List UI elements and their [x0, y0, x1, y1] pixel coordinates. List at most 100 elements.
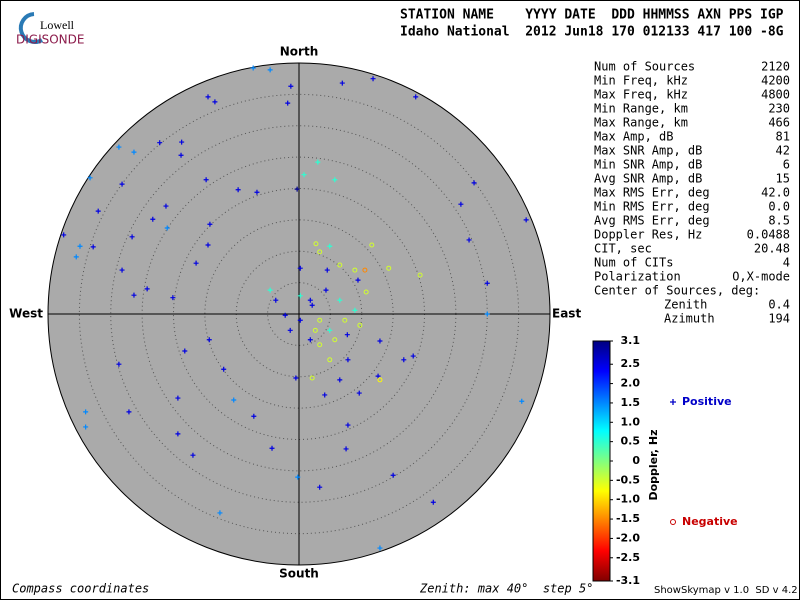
- param-name: Avg RMS Err, deg: [594, 214, 710, 228]
- param-name: CIT, sec: [594, 242, 652, 256]
- colorbar-tick-label: -1.5: [616, 512, 640, 525]
- logo-top: Lowell: [40, 18, 75, 32]
- logo-bottom: DIGISONDE: [16, 33, 84, 47]
- footer-middle: Zenith: max 40° step 5°: [419, 582, 593, 596]
- source-point: [352, 307, 358, 313]
- source-point: [164, 225, 170, 231]
- param-name: Max SNR Amp, dB: [594, 144, 702, 158]
- colorbar-tick-label: 2.0: [621, 377, 641, 390]
- param-name: Avg SNR Amp, dB: [594, 172, 702, 186]
- source-point: [352, 267, 358, 273]
- colorbar-tick-label: 0.5: [621, 435, 641, 448]
- direction-label: East: [552, 307, 581, 321]
- source-point: [317, 317, 323, 323]
- source-point: [116, 144, 122, 150]
- source-point: [267, 287, 273, 293]
- source-point: [170, 295, 176, 301]
- legend-label: Negative: [682, 515, 738, 528]
- source-point: [73, 254, 79, 260]
- source-point: [344, 332, 350, 338]
- source-point: [282, 312, 288, 318]
- source-point: [179, 139, 185, 145]
- direction-label: West: [9, 307, 43, 321]
- param-name: Min Freq, kHz: [594, 74, 688, 88]
- source-point: [119, 181, 125, 187]
- param-name: Max Freq, kHz: [594, 88, 688, 102]
- colorbar-tick-label: -2.5: [616, 551, 640, 564]
- source-point: [466, 237, 472, 243]
- source-point: [221, 366, 227, 372]
- source-point: [231, 397, 237, 403]
- colorbar: [592, 340, 611, 582]
- source-point: [327, 357, 333, 363]
- colorbar-tick-label: 2.5: [621, 357, 641, 370]
- logo-swoosh: [18, 12, 44, 44]
- source-point: [83, 409, 89, 415]
- legend-marker: [670, 399, 676, 405]
- param-value: 0.0488: [747, 228, 790, 242]
- source-point: [205, 242, 211, 248]
- source-point: [369, 242, 375, 248]
- source-point: [332, 177, 338, 183]
- footer-left: Compass coordinates: [12, 582, 149, 596]
- colorbar-tick-label: -1.0: [616, 493, 640, 506]
- source-point: [363, 289, 369, 295]
- param-value: O,X-mode: [732, 270, 790, 284]
- param-name: Min SNR Amp, dB: [594, 158, 702, 172]
- source-point: [357, 322, 363, 328]
- source-point: [417, 272, 423, 278]
- header-line: STATION NAME YYYY DATE DDD HHMMSS AXN PP…: [400, 8, 784, 23]
- param-name: Max RMS Err, deg: [594, 186, 710, 200]
- source-point: [163, 203, 169, 209]
- center-value: 0.4: [768, 298, 790, 312]
- footer-right: ShowSkymap v 1.0 SD v 4.2: [654, 585, 798, 596]
- source-point: [144, 286, 150, 292]
- source-point: [322, 392, 328, 398]
- param-value: 2120: [761, 60, 790, 74]
- colorbar-tick-label: 1.0: [621, 415, 641, 428]
- source-point: [309, 302, 315, 308]
- source-point: [293, 375, 299, 381]
- source-point: [401, 357, 407, 363]
- source-point: [251, 413, 257, 419]
- colorbar-tick-label: 3.1: [621, 334, 641, 347]
- colorbar-tick-label: 1.5: [621, 396, 641, 409]
- source-point: [297, 317, 303, 323]
- source-point: [309, 375, 315, 381]
- colorbar-label: Doppler, Hz: [647, 429, 660, 500]
- source-point: [126, 409, 132, 415]
- source-point: [83, 424, 89, 430]
- source-point: [484, 280, 490, 286]
- source-point: [190, 452, 196, 458]
- source-point: [206, 337, 212, 343]
- param-name: Polarization: [594, 270, 681, 284]
- source-point: [254, 189, 260, 195]
- source-point: [182, 348, 188, 354]
- source-point: [297, 265, 303, 271]
- center-title: Center of Sources, deg:: [594, 284, 760, 298]
- param-value: 4800: [761, 88, 790, 102]
- source-point: [175, 395, 181, 401]
- source-point: [375, 373, 381, 379]
- param-value: 230: [768, 102, 790, 116]
- param-value: 4: [783, 256, 790, 270]
- source-point: [370, 76, 376, 82]
- param-value: 466: [768, 116, 790, 130]
- param-value: 15: [776, 172, 790, 186]
- source-point: [345, 357, 351, 363]
- source-point: [523, 217, 529, 223]
- source-point: [345, 422, 351, 428]
- source-point: [217, 510, 223, 516]
- source-point: [90, 244, 96, 250]
- center-value: 194: [768, 312, 790, 326]
- source-point: [193, 260, 199, 266]
- source-point: [484, 311, 490, 317]
- source-point: [307, 337, 313, 343]
- source-point: [131, 149, 137, 155]
- source-point: [285, 100, 291, 106]
- source-point: [315, 159, 321, 165]
- source-point: [519, 398, 525, 404]
- param-value: 42: [776, 144, 790, 158]
- param-name: Doppler Res, Hz: [594, 228, 702, 242]
